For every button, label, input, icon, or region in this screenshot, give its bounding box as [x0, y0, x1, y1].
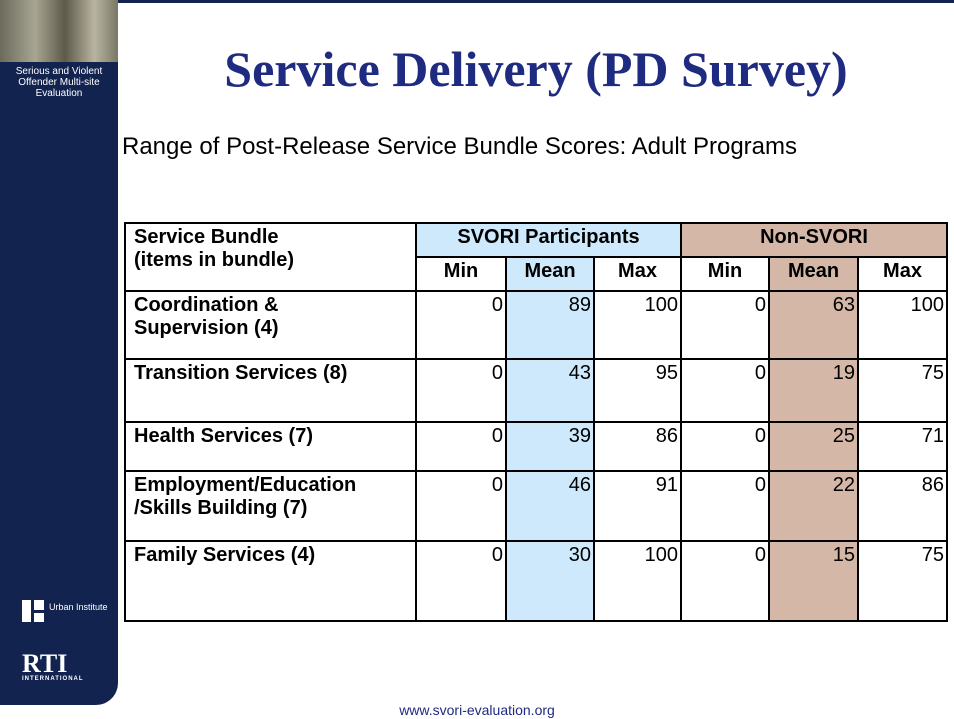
project-name: Serious and Violent Offender Multi-site …: [2, 66, 116, 99]
cell-value: 0: [416, 291, 506, 359]
row-label-line: Health Services (7): [134, 425, 313, 447]
row-label: Coordination &Supervision (4): [125, 291, 416, 359]
row-label-line: Transition Services (8): [134, 362, 347, 384]
cell-value: 46: [506, 471, 594, 541]
urban-icon: [22, 600, 44, 622]
photo: [0, 0, 118, 62]
column-header: Mean: [769, 257, 858, 291]
row-label: Health Services (7): [125, 422, 416, 471]
rti-subtext: INTERNATIONAL: [22, 676, 84, 682]
cell-value: 91: [594, 471, 681, 541]
row-label-line: Family Services (4): [134, 544, 315, 566]
cell-value: 75: [858, 359, 947, 422]
cell-value: 19: [769, 359, 858, 422]
cell-value: 30: [506, 541, 594, 621]
bundle-header: Service Bundle(items in bundle): [125, 223, 416, 291]
cell-value: 0: [416, 422, 506, 471]
cell-value: 0: [681, 422, 769, 471]
cell-value: 0: [681, 541, 769, 621]
cell-value: 75: [858, 541, 947, 621]
cell-value: 0: [681, 471, 769, 541]
cell-value: 100: [594, 541, 681, 621]
footer-url: www.svori-evaluation.org: [0, 702, 954, 718]
cell-value: 39: [506, 422, 594, 471]
cell-value: 100: [858, 291, 947, 359]
page: Serious and Violent Offender Multi-site …: [0, 0, 954, 719]
column-header: Max: [594, 257, 681, 291]
cell-value: 0: [416, 541, 506, 621]
column-header: Mean: [506, 257, 594, 291]
subtitle: Range of Post-Release Service Bundle Sco…: [122, 133, 797, 161]
row-label-line: /Skills Building (7): [134, 497, 307, 519]
urban-text: Urban Institute: [49, 602, 109, 612]
sidebar: Serious and Violent Offender Multi-site …: [0, 0, 118, 705]
table-body: Service Bundle(items in bundle) SVORI Pa…: [125, 223, 947, 621]
cell-value: 0: [416, 471, 506, 541]
cell-value: 86: [858, 471, 947, 541]
score-table: Service Bundle(items in bundle) SVORI Pa…: [124, 222, 948, 622]
column-header: Max: [858, 257, 947, 291]
row-label: Employment/Education/Skills Building (7): [125, 471, 416, 541]
data-row: Employment/Education/Skills Building (7)…: [125, 471, 947, 541]
bundle-header-line: (items in bundle): [134, 249, 294, 271]
title: Service Delivery (PD Survey): [118, 40, 954, 98]
cell-value: 89: [506, 291, 594, 359]
column-header: Min: [681, 257, 769, 291]
cell-value: 0: [681, 359, 769, 422]
cell-value: 63: [769, 291, 858, 359]
cell-value: 71: [858, 422, 947, 471]
group-header: Non-SVORI: [681, 223, 947, 257]
cell-value: 43: [506, 359, 594, 422]
cell-value: 86: [594, 422, 681, 471]
rti-logo: RTI INTERNATIONAL: [22, 652, 84, 682]
cell-value: 22: [769, 471, 858, 541]
bundle-header-line: Service Bundle: [134, 226, 279, 248]
row-label-line: Supervision (4): [134, 317, 278, 339]
cell-value: 95: [594, 359, 681, 422]
rti-text: RTI: [22, 652, 84, 676]
column-header: Min: [416, 257, 506, 291]
top-rule: [118, 0, 954, 3]
cell-value: 15: [769, 541, 858, 621]
row-label: Transition Services (8): [125, 359, 416, 422]
row-label: Family Services (4): [125, 541, 416, 621]
group-header: SVORI Participants: [416, 223, 681, 257]
cell-value: 25: [769, 422, 858, 471]
cell-value: 0: [681, 291, 769, 359]
row-label-line: Coordination &: [134, 294, 278, 316]
row-label-line: Employment/Education: [134, 474, 356, 496]
header-row: Service Bundle(items in bundle) SVORI Pa…: [125, 223, 947, 257]
cell-value: 100: [594, 291, 681, 359]
cell-value: 0: [416, 359, 506, 422]
